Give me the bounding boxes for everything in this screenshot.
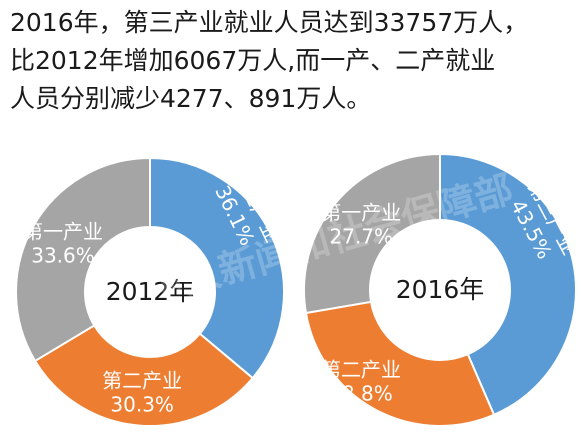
donut-slice [15,156,151,363]
slice-value-label: 28.8% [329,382,393,406]
donut-slice [439,152,577,417]
donut-slice [33,324,255,427]
donut-center-label: 2012年 [106,277,195,306]
slice-label: 第二产业 [321,358,401,382]
donut-slice [149,156,285,380]
headline-line: 人员分别减少4277、891万人。 [10,84,372,113]
headline-line: 2016年，第三产业就业人员达到33757万人， [10,8,529,37]
donut-center-label: 2016年 [396,275,485,304]
slice-value-label: 27.7% [329,225,393,249]
donut-slice [304,300,496,427]
headline: 2016年，第三产业就业人员达到33757万人， 比2012年增加6067万人,… [10,4,580,118]
slice-label: 第二产业 [102,369,182,393]
slice-value-label: 33.6% [31,244,95,268]
slice-label: 第一产业 [321,201,401,225]
donut-slice [303,152,441,315]
headline-line: 比2012年增加6067万人,而一产、二产就业 [10,46,496,75]
slice-label: 第一产业 [23,220,103,244]
slice-value-label: 30.3% [110,393,174,417]
